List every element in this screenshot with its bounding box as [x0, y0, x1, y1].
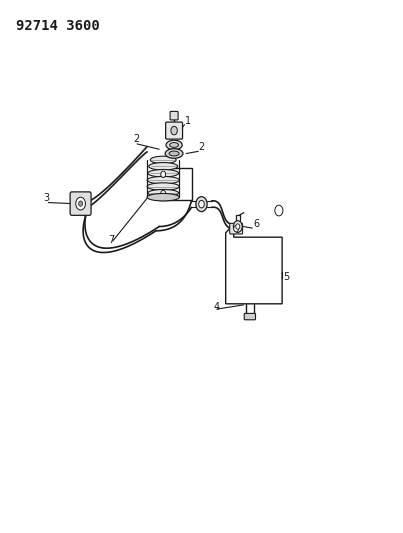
FancyBboxPatch shape — [230, 223, 243, 234]
Circle shape — [275, 205, 283, 216]
Ellipse shape — [165, 149, 183, 158]
Ellipse shape — [150, 156, 176, 164]
Circle shape — [196, 197, 207, 212]
Text: 7: 7 — [108, 235, 114, 245]
Text: 6: 6 — [253, 219, 259, 229]
Circle shape — [171, 126, 177, 135]
Ellipse shape — [147, 193, 179, 201]
Circle shape — [236, 224, 240, 229]
Polygon shape — [226, 224, 282, 304]
Circle shape — [233, 221, 242, 232]
Ellipse shape — [166, 140, 182, 150]
Text: 1: 1 — [185, 116, 191, 126]
FancyBboxPatch shape — [166, 122, 183, 139]
Circle shape — [76, 197, 85, 210]
FancyBboxPatch shape — [70, 192, 91, 215]
Circle shape — [161, 171, 166, 177]
Bar — [159, 168, 192, 200]
Text: 5: 5 — [283, 272, 290, 282]
FancyBboxPatch shape — [170, 111, 178, 120]
Ellipse shape — [169, 151, 179, 156]
Ellipse shape — [149, 163, 178, 170]
Circle shape — [79, 201, 83, 206]
Ellipse shape — [148, 169, 179, 177]
Ellipse shape — [147, 183, 179, 190]
Text: 3: 3 — [44, 193, 50, 204]
Text: 2: 2 — [198, 142, 205, 152]
Ellipse shape — [170, 142, 179, 147]
Circle shape — [161, 190, 166, 197]
Text: 4: 4 — [214, 302, 220, 312]
Ellipse shape — [148, 189, 179, 196]
Circle shape — [234, 225, 239, 232]
Circle shape — [199, 200, 204, 208]
Text: 92714 3600: 92714 3600 — [16, 19, 100, 33]
Ellipse shape — [147, 176, 179, 184]
FancyBboxPatch shape — [244, 313, 256, 320]
Text: 2: 2 — [133, 134, 139, 144]
